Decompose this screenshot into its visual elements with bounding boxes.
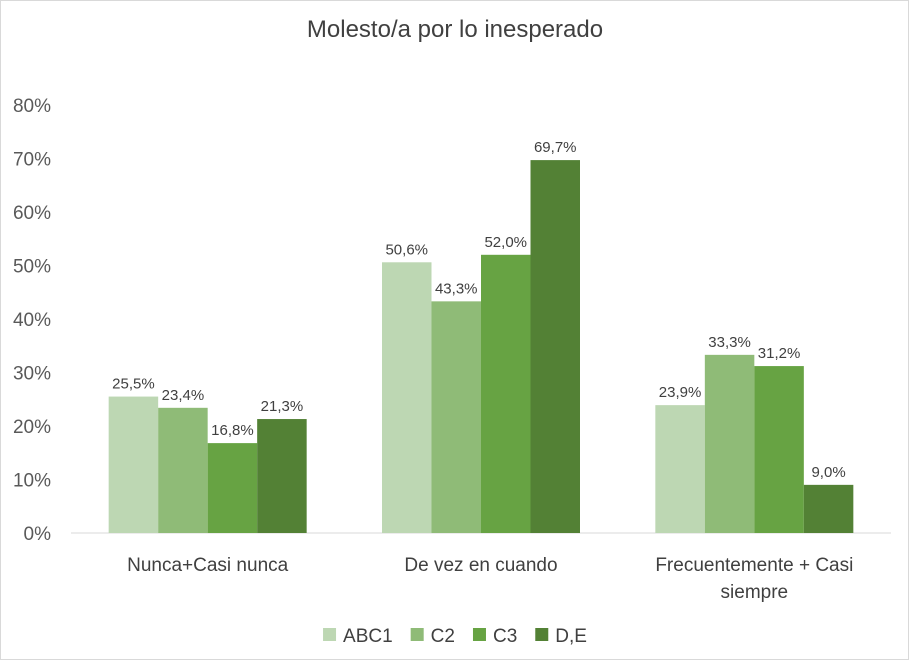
- data-label: 25,5%: [112, 376, 155, 393]
- chart-title: Molesto/a por lo inesperado: [307, 16, 603, 43]
- data-label: 50,6%: [385, 241, 428, 258]
- legend-swatch: [472, 628, 486, 641]
- x-tick-label: siempre: [721, 582, 789, 603]
- data-labels-group: 25,5% 23,4% 16,8% 21,3% 50,6% 43,3% 52,0% 69,7%…: [112, 139, 846, 481]
- bar: [431, 301, 481, 533]
- bar: [655, 405, 705, 533]
- legend-swatch: [323, 628, 337, 641]
- bars-group: [108, 160, 854, 534]
- x-axis: Nunca+Casi nunca De vez en cuando Frecuent…: [127, 555, 853, 603]
- legend-swatch: [535, 628, 549, 641]
- data-label: 23,9%: [659, 384, 702, 401]
- bar: [803, 484, 854, 533]
- y-tick-label: 20%: [13, 417, 51, 438]
- bar: [158, 407, 208, 533]
- data-label: 52,0%: [484, 234, 527, 251]
- bar: [754, 366, 804, 533]
- y-tick-label: 0%: [24, 524, 52, 545]
- data-label: 23,4%: [162, 387, 205, 404]
- data-label: 21,3%: [261, 398, 304, 415]
- x-tick-label: Frecuentemente + Casi: [655, 555, 853, 576]
- y-tick-label: 40%: [13, 310, 51, 331]
- y-tick-label: 10%: [13, 471, 51, 492]
- bar: [481, 254, 531, 534]
- legend: ABC1 C2 C3 D,E: [323, 626, 587, 647]
- y-tick-label: 50%: [13, 257, 51, 278]
- data-label: 9,0%: [811, 464, 845, 481]
- x-tick-label: De vez en cuando: [404, 555, 557, 576]
- y-tick-label: 80%: [13, 96, 51, 117]
- bar: [108, 396, 159, 533]
- legend-label: D,E: [555, 626, 587, 647]
- data-label: 16,8%: [211, 422, 254, 439]
- bar: [207, 443, 258, 533]
- legend-label: ABC1: [343, 626, 393, 647]
- bar: [530, 160, 580, 534]
- x-tick-label: Nunca+Casi nunca: [127, 555, 289, 576]
- legend-label: C2: [431, 626, 455, 647]
- data-label: 31,2%: [758, 345, 801, 362]
- bar: [382, 262, 432, 533]
- bar: [257, 419, 307, 533]
- data-label: 43,3%: [435, 280, 478, 297]
- y-axis: 0% 10% 20% 30% 40% 50% 60% 70% 80%: [13, 96, 51, 545]
- data-label: 33,3%: [708, 334, 751, 351]
- y-tick-label: 60%: [13, 203, 51, 224]
- y-tick-label: 70%: [13, 150, 51, 171]
- legend-swatch: [410, 628, 424, 641]
- data-label: 69,7%: [534, 139, 577, 156]
- y-tick-label: 30%: [13, 364, 51, 385]
- legend-label: C3: [493, 626, 517, 647]
- bar: [704, 354, 755, 533]
